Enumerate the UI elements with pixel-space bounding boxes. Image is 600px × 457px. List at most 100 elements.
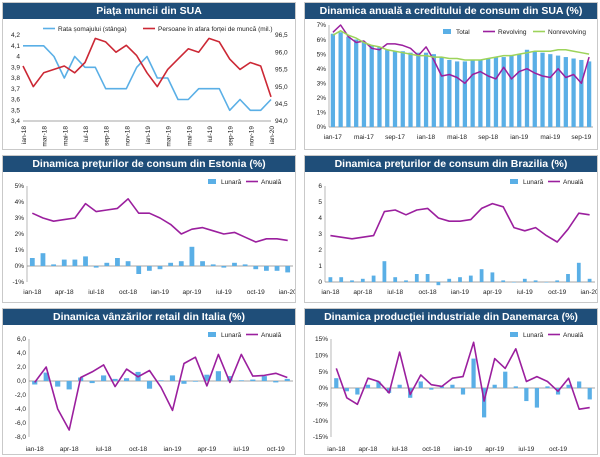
x-tick-label: ian-19	[145, 126, 152, 144]
bar	[338, 32, 343, 127]
series-line	[330, 202, 590, 243]
bar	[178, 261, 184, 266]
bar	[587, 278, 592, 282]
x-tick-label: ian-19	[451, 289, 469, 296]
chart-title: Dinamica producției industriale din Dane…	[305, 309, 597, 325]
bar	[238, 380, 244, 381]
bar	[501, 57, 506, 127]
bar	[29, 258, 35, 266]
x-tick-label: mai-19	[186, 126, 193, 146]
x-tick-label: oct-19	[267, 446, 285, 453]
bar	[490, 272, 495, 282]
bar	[61, 259, 67, 266]
y-tick-label: 4	[318, 215, 322, 222]
bar	[350, 280, 354, 282]
y-tick-label: 4%	[317, 66, 327, 73]
y-right-tick-label: 96,5	[275, 32, 288, 39]
x-tick-label: apr-18	[359, 446, 378, 453]
bar	[555, 280, 560, 282]
y-tick-label: -10%	[313, 418, 328, 425]
bar	[192, 381, 199, 382]
bar	[328, 277, 333, 282]
y-tick-label: 5%	[15, 183, 25, 190]
legend-swatch	[208, 332, 216, 337]
legend-label: Lunară	[523, 179, 544, 186]
y-tick-label: -15%	[313, 434, 328, 441]
legend-label: Lunară	[221, 179, 242, 186]
x-tick-label: iul-18	[83, 126, 90, 142]
bar	[285, 266, 291, 273]
bar	[563, 57, 568, 127]
x-tick-label: apr-18	[60, 446, 79, 453]
bar	[468, 275, 473, 282]
bar	[431, 54, 436, 128]
panel-us-credit: Dinamica anuală a creditului de consum d…	[304, 2, 598, 150]
bar	[101, 375, 107, 381]
y-right-tick-label: 95,0	[275, 84, 288, 91]
x-tick-label: iul-18	[392, 446, 408, 453]
bar	[376, 381, 381, 388]
bar	[157, 266, 163, 270]
y-tick-label: 0%	[15, 263, 25, 270]
y-tick-label: 7%	[317, 22, 327, 29]
bar	[425, 274, 430, 282]
bar	[418, 381, 423, 388]
bar	[513, 386, 518, 388]
x-tick-label: mai-18	[62, 126, 69, 146]
x-tick-label: oct-18	[129, 446, 147, 453]
bar	[215, 371, 221, 381]
y-tick-label: 15%	[315, 336, 328, 343]
y-left-tick-label: 3,6	[11, 97, 20, 104]
y-left-tick-label: 3,5	[11, 107, 20, 114]
y-left-tick-label: 4	[16, 54, 20, 61]
bar	[210, 264, 216, 266]
x-tick-label: ian-19	[510, 134, 528, 141]
bar	[501, 280, 506, 282]
series-line	[332, 24, 590, 85]
chart-title: Dinamica prețurilor de consum din Estoni…	[3, 156, 295, 172]
bar	[587, 388, 592, 400]
x-tick-label: sep-18	[104, 126, 111, 146]
y-tick-label: -1%	[12, 279, 24, 286]
y-tick-label: 2	[318, 247, 322, 254]
y-tick-label: 1	[318, 263, 322, 270]
x-tick-label: mar-18	[42, 126, 49, 147]
bar	[404, 280, 408, 282]
bar	[533, 280, 538, 282]
y-left-tick-label: 4,2	[11, 32, 20, 39]
y-tick-label: 0%	[317, 124, 327, 131]
bar	[460, 388, 466, 395]
x-tick-label: sep-18	[478, 134, 498, 141]
y-tick-label: 3%	[317, 80, 327, 87]
x-tick-label: iul-19	[216, 289, 232, 296]
bar	[43, 372, 49, 381]
panel-estonia-cpi: Dinamica prețurilor de consum din Estoni…	[2, 155, 296, 303]
x-tick-label: iul-19	[233, 446, 249, 453]
y-tick-label: 0,0	[17, 378, 26, 385]
bar	[566, 274, 570, 282]
y-tick-label: -2,0	[15, 392, 27, 399]
legend-label: Lunară	[221, 332, 242, 339]
bar	[168, 262, 174, 266]
bar	[83, 256, 88, 266]
bar	[397, 384, 402, 388]
y-tick-label: 6%	[317, 37, 327, 44]
y-tick-label: -5%	[316, 402, 328, 409]
x-tick-label: apr-19	[183, 289, 202, 296]
bar	[273, 381, 279, 383]
bar	[400, 51, 405, 127]
chart-estonia-cpi: -1% 0% 1% 2% 3% 4% 5% ian-18 apr-18 iul-18 oct-18 i…	[12, 179, 295, 296]
y-right-tick-label: 96,0	[275, 49, 288, 56]
x-tick-label: apr-19	[483, 289, 502, 296]
bar	[146, 381, 153, 389]
bar	[577, 381, 582, 388]
bar	[458, 277, 462, 282]
x-tick-label: sep-19	[571, 134, 591, 141]
y-tick-label: 1%	[15, 247, 25, 254]
chart-title: Piața muncii din SUA	[3, 3, 295, 19]
x-tick-label: ian-18	[321, 289, 339, 296]
chart-us-credit: 0% 1% 2% 3% 4% 5% 6% 7% ian-17 mai-17 sep-17 ian-18…	[317, 22, 593, 141]
y-right-tick-label: 94,5	[275, 101, 288, 108]
x-tick-label: apr-19	[198, 446, 217, 453]
bar	[32, 381, 38, 385]
